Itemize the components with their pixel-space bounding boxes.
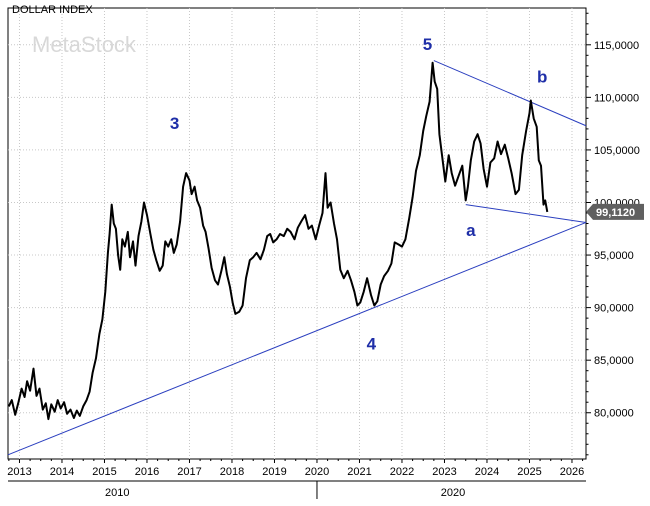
grid	[8, 8, 586, 459]
x-tick-label: 2016	[135, 466, 159, 478]
y-tick-label: 85,0000	[594, 355, 634, 367]
x-tick-label: 2021	[347, 466, 371, 478]
wave-label: b	[537, 68, 547, 87]
last-value-label: 99,1120	[596, 207, 635, 219]
y-tick-label: 90,0000	[594, 303, 634, 315]
trendline	[433, 60, 587, 127]
y-tick-label: 105,0000	[594, 145, 640, 157]
wave-label: a	[466, 221, 476, 240]
x-tick-label: 2013	[7, 466, 31, 478]
y-tick-label: 95,0000	[594, 250, 634, 262]
x-tick-label: 2024	[475, 466, 499, 478]
x-tick-label: 2015	[92, 466, 116, 478]
x-tick-label: 2026	[560, 466, 584, 478]
decade-label: 2010	[105, 487, 129, 499]
y-tick-label: 115,0000	[594, 40, 639, 52]
decade-label: 2020	[441, 487, 465, 499]
y-axis: 80,000085,000090,000095,0000100,0000105,…	[586, 12, 640, 456]
last-value-marker: 99,1120	[586, 203, 644, 220]
wave-label: 4	[367, 335, 377, 354]
y-tick-label: 110,0000	[594, 92, 639, 104]
trendline	[465, 204, 587, 223]
x-tick-label: 2022	[390, 466, 414, 478]
x-tick-label: 2025	[517, 466, 541, 478]
chart-title: DOLLAR INDEX	[12, 4, 93, 16]
price-line	[7, 61, 549, 421]
series	[7, 61, 549, 421]
x-tick-label: 2020	[305, 466, 329, 478]
x-tick-label: 2017	[177, 466, 201, 478]
x-tick-label: 2018	[220, 466, 244, 478]
watermark: MetaStock	[32, 32, 137, 57]
x-axis: 2013 2014 2015 2016 2017 2018 2019 2020 2021 2022…	[7, 459, 586, 499]
x-tick-label: 2014	[50, 466, 74, 478]
wave-annotations: 5 3 b a 4	[170, 35, 548, 354]
trendlines	[7, 60, 587, 456]
trendline	[7, 221, 587, 456]
x-tick-label: 2019	[262, 466, 286, 478]
last-value-badge	[586, 203, 644, 220]
x-tick-label: 2023	[432, 466, 456, 478]
wave-label: 3	[170, 114, 179, 133]
y-tick-label: 80,0000	[594, 408, 634, 420]
wave-label: 5	[423, 35, 432, 54]
